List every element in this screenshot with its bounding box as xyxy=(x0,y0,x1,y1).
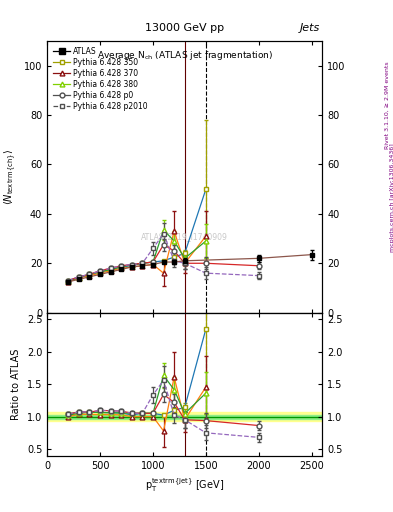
Y-axis label: Ratio to ATLAS: Ratio to ATLAS xyxy=(11,349,21,420)
Y-axis label: $\langle N_{\rm textrm\{ch\}} \rangle$: $\langle N_{\rm textrm\{ch\}} \rangle$ xyxy=(2,149,18,205)
Text: mcplots.cern.ch [arXiv:1306.3436]: mcplots.cern.ch [arXiv:1306.3436] xyxy=(390,143,393,252)
Legend: ATLAS, Pythia 6.428 350, Pythia 6.428 370, Pythia 6.428 380, Pythia 6.428 p0, Py: ATLAS, Pythia 6.428 350, Pythia 6.428 37… xyxy=(51,45,150,113)
Text: 13000 GeV pp: 13000 GeV pp xyxy=(145,23,224,33)
Text: ATLAS_2019_I1740909: ATLAS_2019_I1740909 xyxy=(141,232,228,241)
Bar xyxy=(47,415,322,419)
Text: Average N$_{\rm ch}$ (ATLAS jet fragmentation): Average N$_{\rm ch}$ (ATLAS jet fragment… xyxy=(97,49,273,62)
Bar xyxy=(47,412,322,421)
X-axis label: p$_{\rm T}^{\rm textrm\{jet\}}$ [GeV]: p$_{\rm T}^{\rm textrm\{jet\}}$ [GeV] xyxy=(145,476,224,494)
Text: Rivet 3.1.10, ≥ 2.9M events: Rivet 3.1.10, ≥ 2.9M events xyxy=(385,61,389,149)
Text: Jets: Jets xyxy=(300,23,320,33)
